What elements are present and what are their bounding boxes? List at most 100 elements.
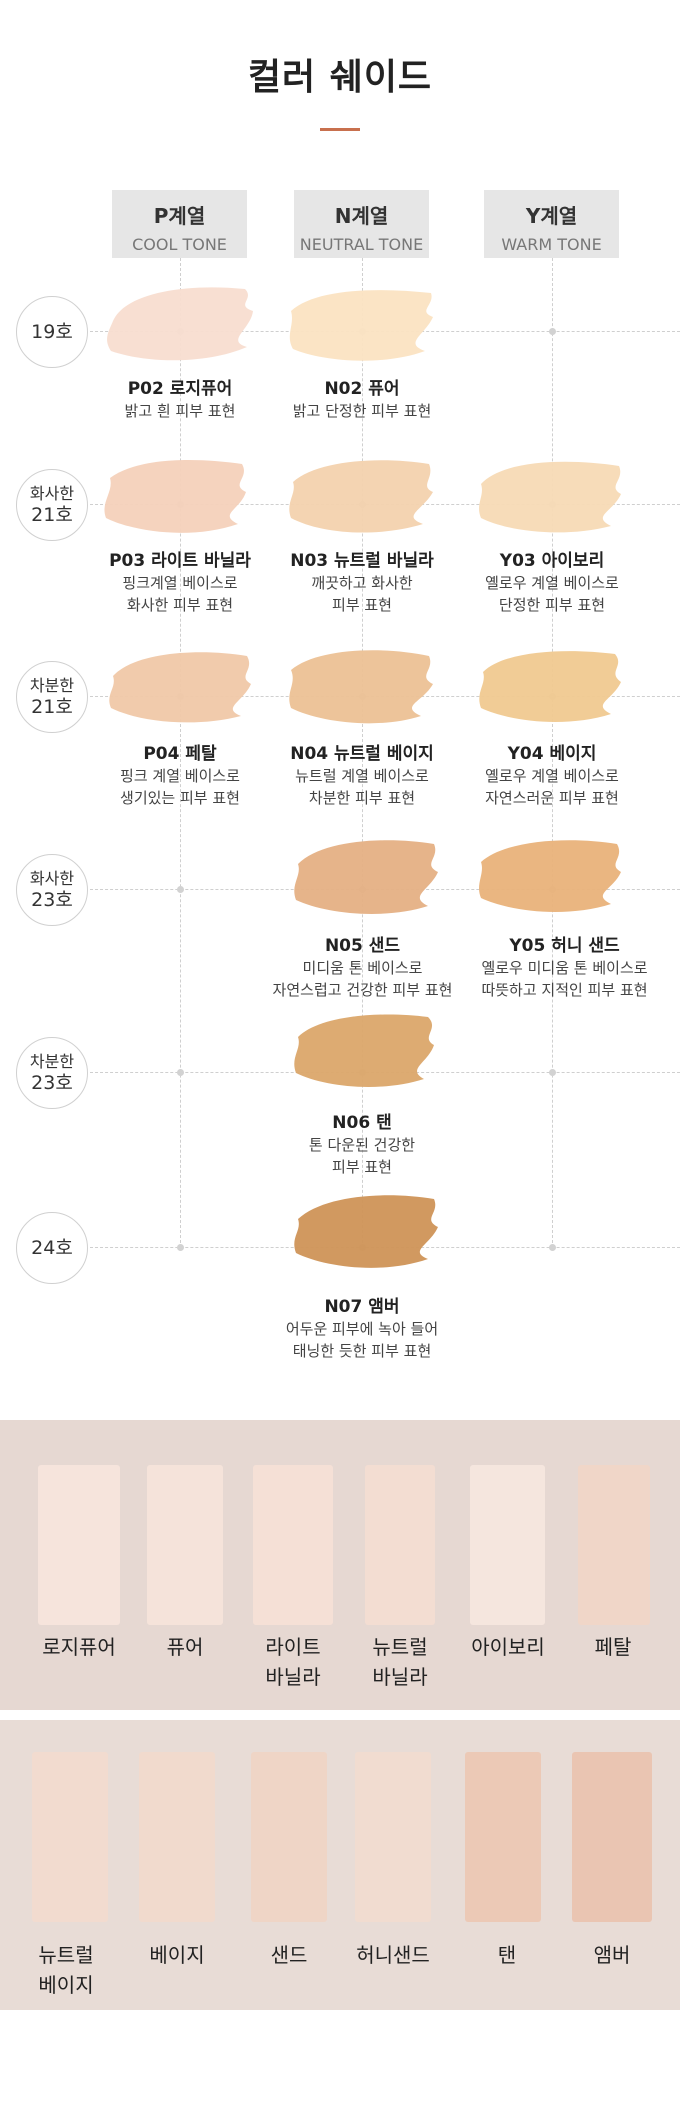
skin-swatch bbox=[251, 1752, 327, 1922]
skin-swatch bbox=[139, 1752, 215, 1922]
shade-name: N06 탠 bbox=[332, 1113, 392, 1133]
shade-desc: 자연스럽고 건강한 피부 표현 bbox=[272, 981, 453, 999]
shade-info-y05: Y05 허니 샌드 옐로우 미디움 톤 베이스로 따뜻하고 지적인 피부 표현 bbox=[462, 935, 667, 1001]
row-label-line2: 21호 bbox=[31, 504, 73, 526]
row-label-bright-21: 화사한 21호 bbox=[16, 469, 88, 541]
skin-swatch bbox=[572, 1752, 652, 1922]
label-line: 퓨어 bbox=[166, 1635, 204, 1659]
shade-swatch-n02 bbox=[289, 290, 433, 361]
shade-info-n03: N03 뉴트럴 바닐라 깨끗하고 화사한 피부 표현 bbox=[272, 550, 452, 616]
page-title: 컬러 쉐이드 bbox=[247, 57, 433, 98]
column-title: P계열 bbox=[153, 204, 206, 228]
shade-swatch-n04 bbox=[289, 650, 433, 724]
shade-desc: 화사한 피부 표현 bbox=[126, 596, 234, 614]
column-title: Y계열 bbox=[525, 204, 578, 228]
label-line: 앰버 bbox=[593, 1943, 631, 1967]
shade-info-y04: Y04 베이지 옐로우 계열 베이스로 자연스러운 피부 표현 bbox=[462, 743, 642, 809]
label-line: 페탈 bbox=[594, 1635, 632, 1659]
skin-swatch-label: 아이보리 bbox=[458, 1632, 558, 1662]
skin-swatch bbox=[470, 1465, 545, 1625]
skin-swatch-label: 뉴트럴 바닐라 bbox=[350, 1632, 450, 1692]
skin-swatch-label: 탠 bbox=[457, 1940, 557, 1970]
grid-dot bbox=[549, 1069, 556, 1076]
skin-swatch-label: 허니샌드 bbox=[343, 1940, 443, 1970]
shade-desc: 뉴트럴 계열 베이스로 bbox=[295, 767, 429, 785]
column-subtitle: WARM TONE bbox=[501, 235, 602, 254]
shade-info-p04: P04 페탈 핑크 계열 베이스로 생기있는 피부 표현 bbox=[90, 743, 270, 809]
column-title: N계열 bbox=[334, 204, 389, 228]
shade-name: N07 앰버 bbox=[324, 1297, 400, 1317]
shade-swatch-p04 bbox=[109, 652, 251, 723]
row-label-line1: 차분한 bbox=[29, 1052, 75, 1071]
shade-name: N03 뉴트럴 바닐라 bbox=[290, 551, 434, 571]
skin-swatch bbox=[147, 1465, 223, 1625]
shade-desc: 미디움 톤 베이스로 bbox=[302, 959, 423, 977]
shade-info-n07: N07 앰버 어두운 피부에 녹아 들어 태닝한 듯한 피부 표현 bbox=[262, 1296, 462, 1362]
grid-dot bbox=[549, 1244, 556, 1251]
row-label-line2: 23호 bbox=[31, 1072, 73, 1094]
label-line: 뉴트럴 bbox=[372, 1635, 428, 1659]
grid-dot bbox=[177, 1069, 184, 1076]
skin-swatch-label: 샌드 bbox=[239, 1940, 339, 1970]
row-label-24: 24호 bbox=[16, 1212, 88, 1284]
shade-name: P02 로지퓨어 bbox=[127, 379, 233, 399]
skin-swatch-panel-2: 뉴트럴 베이지 베이지 샌드 허니샌드 탠 앰버 bbox=[0, 1720, 680, 2010]
shade-swatch-n06 bbox=[294, 1014, 434, 1087]
shade-desc: 피부 표현 bbox=[332, 1158, 392, 1176]
column-subtitle: NEUTRAL TONE bbox=[299, 235, 424, 254]
shade-desc: 피부 표현 bbox=[332, 596, 392, 614]
skin-swatch bbox=[32, 1752, 108, 1922]
skin-swatch-label: 페탈 bbox=[563, 1632, 663, 1662]
label-line: 탠 bbox=[497, 1943, 517, 1967]
shade-desc: 생기있는 피부 표현 bbox=[120, 789, 240, 807]
row-label-line1: 화사한 bbox=[29, 484, 75, 503]
shade-name: P03 라이트 바닐라 bbox=[109, 551, 251, 571]
shade-info-y03: Y03 아이보리 옐로우 계열 베이스로 단정한 피부 표현 bbox=[462, 550, 642, 616]
shade-desc: 따뜻하고 지적인 피부 표현 bbox=[481, 981, 648, 999]
shade-desc: 태닝한 듯한 피부 표현 bbox=[292, 1342, 432, 1360]
row-label-calm-23: 차분한 23호 bbox=[16, 1037, 88, 1109]
shade-desc: 옐로우 계열 베이스로 bbox=[485, 767, 619, 785]
shade-desc: 밝고 흰 피부 표현 bbox=[124, 402, 236, 420]
skin-swatch bbox=[38, 1465, 120, 1625]
shade-desc: 깨끗하고 화사한 bbox=[311, 574, 413, 592]
label-line: 베이지 bbox=[149, 1943, 205, 1967]
row-label-line2: 21호 bbox=[31, 696, 73, 718]
shade-swatch-n07 bbox=[294, 1195, 438, 1268]
grid-line bbox=[552, 258, 553, 1248]
grid-dot bbox=[177, 1244, 184, 1251]
column-header-p: P계열 COOL TONE bbox=[112, 190, 247, 258]
skin-swatch-label: 베이지 bbox=[127, 1940, 227, 1970]
row-label-bright-23: 화사한 23호 bbox=[16, 854, 88, 926]
shade-name: Y05 허니 샌드 bbox=[509, 936, 620, 956]
label-line: 로지퓨어 bbox=[42, 1635, 116, 1659]
shade-desc: 핑크계열 베이스로 bbox=[122, 574, 238, 592]
shade-desc: 자연스러운 피부 표현 bbox=[485, 789, 619, 807]
shade-info-n02: N02 퓨어 밝고 단정한 피부 표현 bbox=[272, 378, 452, 422]
row-label-line2: 24호 bbox=[31, 1237, 73, 1259]
skin-swatch-label: 뉴트럴 베이지 bbox=[16, 1940, 116, 2000]
grid-dot bbox=[549, 328, 556, 335]
row-label-line1: 차분한 bbox=[29, 676, 75, 695]
shade-swatch-y04 bbox=[479, 651, 621, 722]
shade-desc: 톤 다운된 건강한 bbox=[308, 1136, 416, 1154]
skin-swatch bbox=[465, 1752, 541, 1922]
shade-name: Y04 베이지 bbox=[507, 744, 597, 764]
shade-name: N05 샌드 bbox=[324, 936, 401, 956]
label-line: 샌드 bbox=[270, 1943, 308, 1967]
label-line: 허니샌드 bbox=[356, 1943, 430, 1967]
shade-desc: 어두운 피부에 녹아 들어 bbox=[285, 1320, 439, 1338]
shade-swatch-p02 bbox=[107, 287, 253, 361]
shade-desc: 차분한 피부 표현 bbox=[308, 789, 416, 807]
grid-line bbox=[362, 258, 363, 1248]
column-header-y: Y계열 WARM TONE bbox=[484, 190, 619, 258]
column-header-n: N계열 NEUTRAL TONE bbox=[294, 190, 429, 258]
shade-name: N04 뉴트럴 베이지 bbox=[290, 744, 434, 764]
label-line: 베이지 bbox=[38, 1973, 94, 1997]
shade-name: Y03 아이보리 bbox=[499, 551, 605, 571]
shade-name: N02 퓨어 bbox=[324, 379, 400, 399]
skin-swatch bbox=[365, 1465, 435, 1625]
skin-swatch bbox=[355, 1752, 431, 1922]
shade-info-p02: P02 로지퓨어 밝고 흰 피부 표현 bbox=[90, 378, 270, 422]
grid-line bbox=[180, 258, 181, 1248]
